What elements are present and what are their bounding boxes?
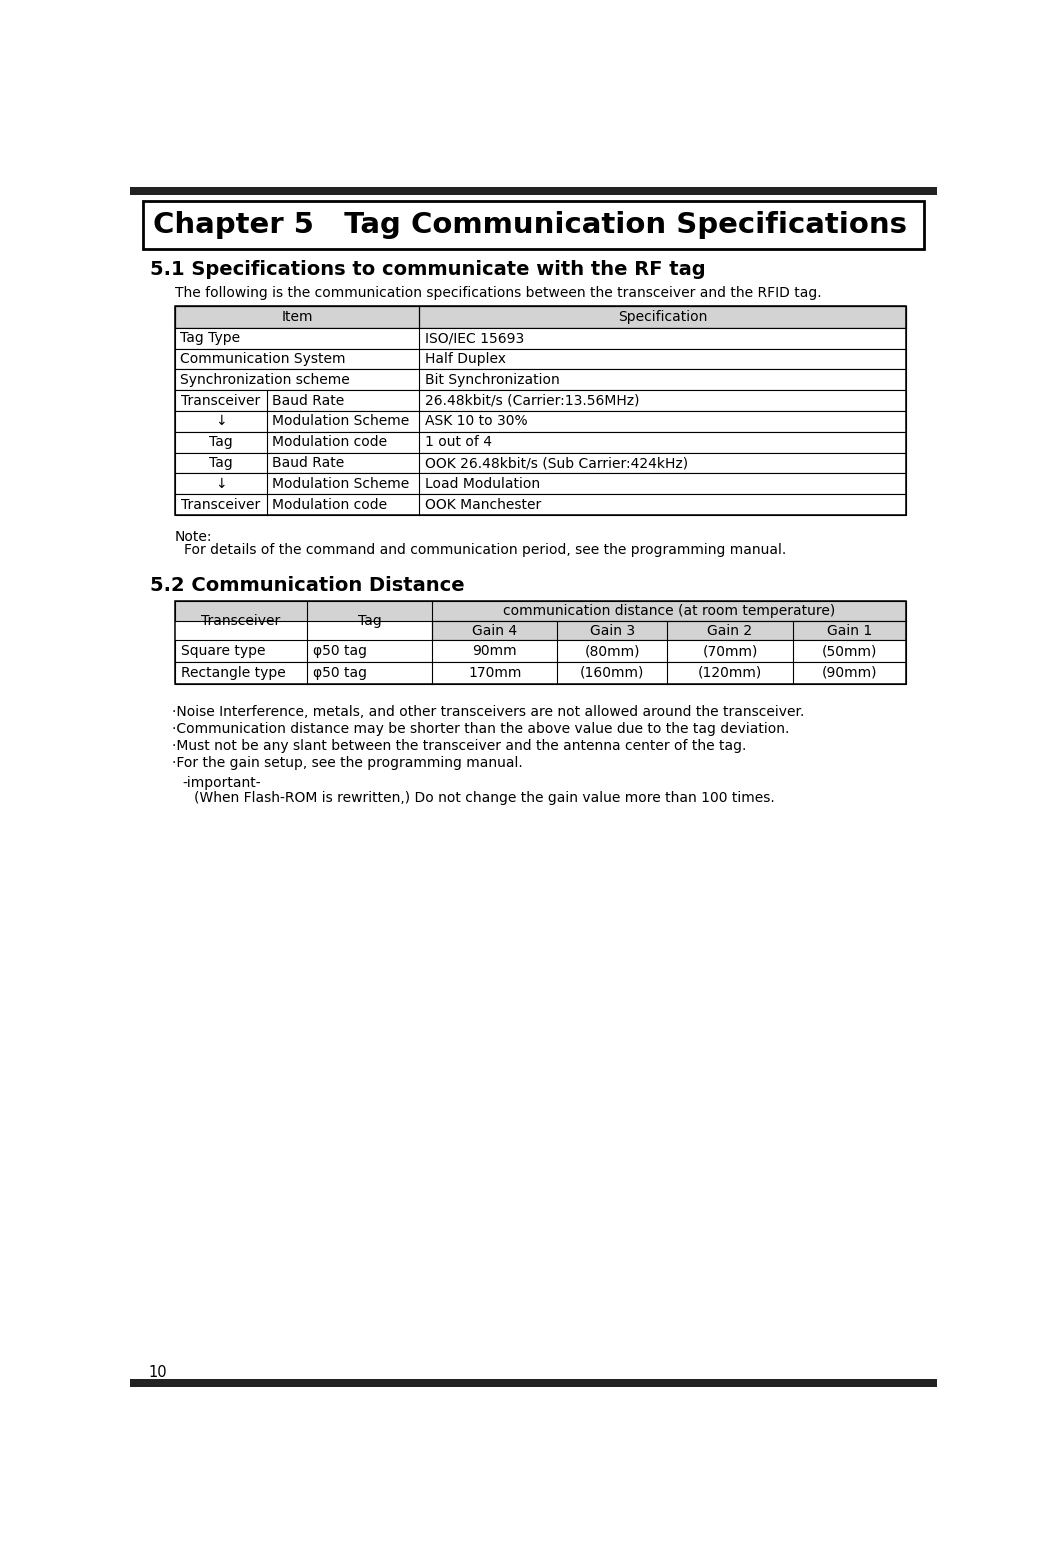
Text: (90mm): (90mm) <box>821 665 878 679</box>
Bar <box>175 601 906 622</box>
Bar <box>175 453 906 474</box>
Text: Chapter 5   Tag Communication Specifications: Chapter 5 Tag Communication Specificatio… <box>153 210 908 238</box>
Text: Item: Item <box>281 310 313 324</box>
Text: φ50 tag: φ50 tag <box>313 645 367 659</box>
Text: (50mm): (50mm) <box>821 645 877 659</box>
Text: Gain 4: Gain 4 <box>473 623 517 637</box>
Text: Bit Synchronization: Bit Synchronization <box>425 372 559 386</box>
Text: OOK Manchester: OOK Manchester <box>425 497 541 511</box>
Text: Load Modulation: Load Modulation <box>425 477 539 491</box>
Text: Modulation code: Modulation code <box>272 435 387 449</box>
Text: (80mm): (80mm) <box>584 645 640 659</box>
Text: Tag: Tag <box>209 435 233 449</box>
Text: 26.48kbit/s (Carrier:13.56MHz): 26.48kbit/s (Carrier:13.56MHz) <box>425 394 639 408</box>
Text: ·Communication distance may be shorter than the above value due to the tag devia: ·Communication distance may be shorter t… <box>172 721 789 735</box>
Text: 10: 10 <box>149 1365 168 1380</box>
Bar <box>175 349 906 369</box>
Text: Tag: Tag <box>358 614 381 628</box>
Text: Communication System: Communication System <box>180 352 346 366</box>
Text: Modulation Scheme: Modulation Scheme <box>272 477 409 491</box>
Text: ·Must not be any slant between the transceiver and the antenna center of the tag: ·Must not be any slant between the trans… <box>172 738 746 753</box>
Text: (160mm): (160mm) <box>580 665 644 679</box>
Text: ASK 10 to 30%: ASK 10 to 30% <box>425 414 527 428</box>
Text: Modulation Scheme: Modulation Scheme <box>272 414 409 428</box>
Text: Half Duplex: Half Duplex <box>425 352 506 366</box>
Text: Transceiver: Transceiver <box>181 394 260 408</box>
Bar <box>175 640 906 662</box>
Bar <box>175 307 906 327</box>
Bar <box>175 662 906 684</box>
Text: Gain 2: Gain 2 <box>708 623 753 637</box>
Text: Synchronization scheme: Synchronization scheme <box>180 372 350 386</box>
Text: (When Flash-ROM is rewritten,) Do not change the gain value more than 100 times.: (When Flash-ROM is rewritten,) Do not ch… <box>195 791 776 805</box>
Text: 1 out of 4: 1 out of 4 <box>425 435 491 449</box>
Text: 170mm: 170mm <box>468 665 522 679</box>
Text: ·Noise Interference, metals, and other transceivers are not allowed around the t: ·Noise Interference, metals, and other t… <box>172 706 805 720</box>
Text: 5.2 Communication Distance: 5.2 Communication Distance <box>150 576 464 595</box>
Text: ISO/IEC 15693: ISO/IEC 15693 <box>425 332 524 346</box>
Text: 90mm: 90mm <box>473 645 517 659</box>
Text: communication distance (at room temperature): communication distance (at room temperat… <box>503 605 835 619</box>
Text: Specification: Specification <box>618 310 707 324</box>
Text: Note:: Note: <box>175 530 212 544</box>
Text: Gain 3: Gain 3 <box>589 623 635 637</box>
Bar <box>175 432 906 453</box>
Bar <box>175 369 906 390</box>
Text: ↓: ↓ <box>215 477 227 491</box>
Text: ·For the gain setup, see the programming manual.: ·For the gain setup, see the programming… <box>172 756 523 770</box>
Bar <box>143 201 924 249</box>
Text: -important-: -important- <box>183 776 261 790</box>
Bar <box>432 622 906 640</box>
Text: For details of the command and communication period, see the programming manual.: For details of the command and communica… <box>184 544 787 558</box>
Text: Modulation code: Modulation code <box>272 497 387 511</box>
Text: ↓: ↓ <box>215 414 227 428</box>
Bar <box>175 474 906 494</box>
Bar <box>175 601 906 684</box>
Text: Tag: Tag <box>209 456 233 471</box>
Text: OOK 26.48kbit/s (Sub Carrier:424kHz): OOK 26.48kbit/s (Sub Carrier:424kHz) <box>425 456 688 471</box>
Text: Baud Rate: Baud Rate <box>272 394 345 408</box>
Bar <box>130 187 937 195</box>
Text: (70mm): (70mm) <box>703 645 758 659</box>
Bar <box>175 411 906 432</box>
Bar <box>175 307 906 516</box>
Bar <box>130 1379 937 1387</box>
Text: Gain 1: Gain 1 <box>827 623 872 637</box>
Text: Transceiver: Transceiver <box>181 497 260 511</box>
Text: φ50 tag: φ50 tag <box>313 665 367 679</box>
Text: (120mm): (120mm) <box>697 665 762 679</box>
Text: Transceiver: Transceiver <box>201 614 281 628</box>
Text: The following is the communication specifications between the transceiver and th: The following is the communication speci… <box>175 287 821 301</box>
Text: Tag Type: Tag Type <box>180 332 240 346</box>
Bar <box>175 494 906 516</box>
Text: 5.1 Specifications to communicate with the RF tag: 5.1 Specifications to communicate with t… <box>150 260 705 279</box>
Text: Rectangle type: Rectangle type <box>181 665 286 679</box>
Text: Baud Rate: Baud Rate <box>272 456 345 471</box>
Text: Square type: Square type <box>181 645 265 659</box>
Bar <box>175 327 906 349</box>
Bar <box>175 390 906 411</box>
